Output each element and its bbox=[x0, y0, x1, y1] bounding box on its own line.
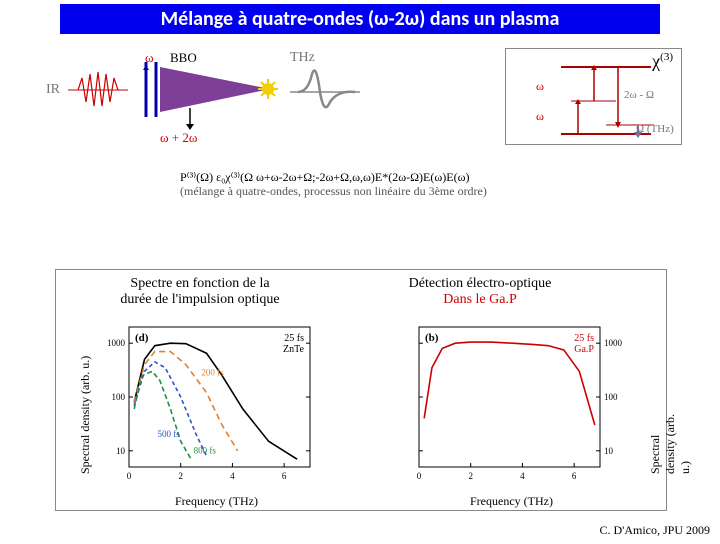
svg-text:10: 10 bbox=[116, 446, 126, 456]
four-wave-schematic: IR ω BBO ω + 2ω THz bbox=[40, 40, 390, 170]
svg-text:1000: 1000 bbox=[604, 338, 623, 348]
thz-waveform-icon bbox=[290, 64, 360, 119]
svg-text:4: 4 bbox=[230, 471, 235, 481]
formula-note: (mélange à quatre-ondes, processus non l… bbox=[180, 184, 487, 199]
omega-level-1: ω bbox=[536, 79, 544, 94]
right-xlabel: Frequency (THz) bbox=[470, 494, 553, 509]
svg-text:500 fs: 500 fs bbox=[157, 429, 180, 439]
right-plot: 10 100 1000 0 2 4 6 (b) 25 fsGa.P bbox=[385, 319, 630, 489]
svg-text:200 fs: 200 fs bbox=[201, 368, 224, 378]
svg-text:100: 100 bbox=[604, 392, 618, 402]
page-title: Mélange à quatre-ondes (ω-2ω) dans un pl… bbox=[161, 7, 560, 31]
ir-pulse-icon bbox=[68, 70, 128, 110]
energy-diagram: χ(3) ω ω 2ω - Ω Ω (THz) bbox=[505, 48, 682, 145]
svg-text:ZnTe: ZnTe bbox=[283, 344, 305, 355]
svg-text:10: 10 bbox=[604, 446, 614, 456]
svg-text:25 fs: 25 fs bbox=[574, 333, 594, 344]
formula-main: P⁽³⁾(Ω) ε₀χ⁽³⁾(Ω ω+ω-2ω+Ω;-2ω+Ω,ω,ω)E*(2… bbox=[180, 170, 469, 185]
svg-text:0: 0 bbox=[417, 471, 422, 481]
svg-text:(d): (d) bbox=[135, 332, 149, 344]
right-ylabel: Spectral density (arb. u.) bbox=[648, 402, 693, 474]
omega-level-2: ω bbox=[536, 109, 544, 124]
left-plot: 10 100 1000 0 2 4 6 (d) 25 fsZnTe 200 fs 500 fs 800… bbox=[95, 319, 340, 489]
ir-label: IR bbox=[46, 82, 60, 98]
svg-text:2: 2 bbox=[468, 471, 473, 481]
svg-text:Ga.P: Ga.P bbox=[574, 344, 594, 355]
svg-text:25 fs: 25 fs bbox=[284, 333, 304, 344]
svg-text:6: 6 bbox=[572, 471, 577, 481]
svg-text:4: 4 bbox=[520, 471, 525, 481]
arrow-down-icon bbox=[180, 108, 200, 133]
svg-text:0: 0 bbox=[127, 471, 132, 481]
title-bar: Mélange à quatre-ondes (ω-2ω) dans un pl… bbox=[60, 4, 660, 34]
left-ylabel: Spectral density (arb. u.) bbox=[78, 356, 93, 474]
two-omega-label: 2ω - Ω bbox=[624, 89, 654, 101]
svg-text:(b): (b) bbox=[425, 332, 439, 344]
omega-thz-label: Ω (THz) bbox=[636, 123, 674, 135]
svg-text:1000: 1000 bbox=[107, 338, 126, 348]
svg-text:6: 6 bbox=[282, 471, 287, 481]
svg-text:800 fs: 800 fs bbox=[194, 445, 217, 455]
credit-line: C. D'Amico, JPU 2009 bbox=[599, 523, 710, 538]
upper-section: IR ω BBO ω + 2ω THz bbox=[0, 40, 720, 200]
left-xlabel: Frequency (THz) bbox=[175, 494, 258, 509]
svg-text:100: 100 bbox=[112, 392, 126, 402]
svg-text:2: 2 bbox=[178, 471, 183, 481]
